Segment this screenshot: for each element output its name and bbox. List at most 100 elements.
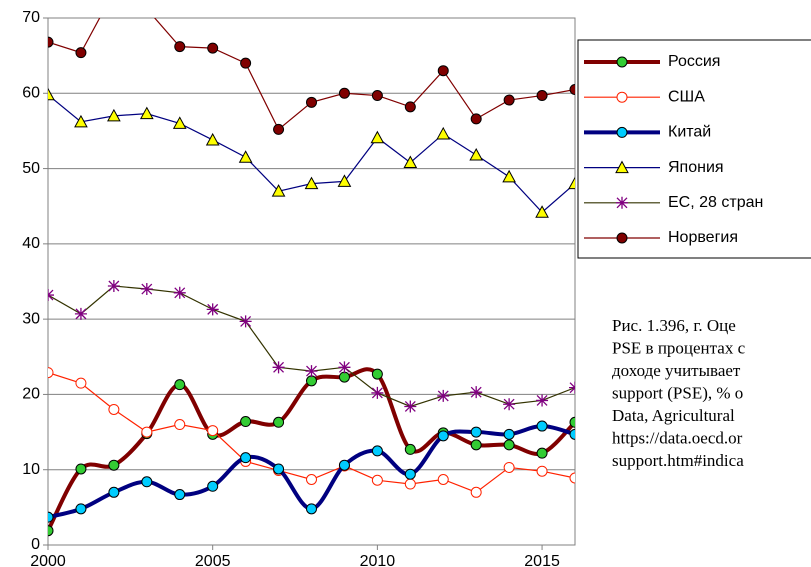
marker: [536, 394, 549, 407]
marker: [306, 503, 317, 515]
caption-line: доходе учитывает: [612, 361, 741, 380]
marker: [207, 42, 219, 54]
marker: [437, 65, 449, 77]
marker: [569, 381, 575, 394]
marker: [470, 113, 482, 125]
x-tick-label: 2000: [30, 553, 66, 567]
marker: [536, 465, 548, 477]
marker: [503, 428, 515, 440]
y-tick-label: 10: [22, 461, 40, 478]
marker: [306, 474, 317, 486]
marker: [371, 90, 383, 102]
marker: [108, 403, 120, 415]
marker: [470, 486, 482, 498]
caption-line: https://data.oecd.or: [612, 428, 743, 447]
marker: [108, 486, 120, 498]
marker: [371, 386, 384, 399]
marker: [240, 452, 252, 464]
marker: [535, 205, 549, 218]
marker: [141, 476, 153, 488]
marker: [536, 420, 548, 432]
marker: [536, 90, 548, 102]
marker: [569, 472, 575, 484]
marker: [140, 283, 153, 296]
marker: [470, 439, 482, 451]
marker: [404, 468, 416, 480]
marker: [271, 184, 286, 197]
marker: [338, 361, 351, 374]
marker: [569, 84, 575, 96]
marker: [174, 419, 186, 431]
marker: [371, 474, 383, 486]
marker: [205, 132, 220, 146]
legend-label: Норвегия: [668, 229, 738, 246]
caption-line: support.htm#indica: [612, 451, 744, 470]
marker: [75, 377, 87, 389]
marker: [273, 463, 285, 475]
marker: [48, 525, 54, 537]
caption-line: Data, Agricultural: [612, 406, 735, 425]
x-tick-label: 2005: [195, 553, 231, 567]
marker: [469, 147, 484, 161]
marker: [371, 368, 383, 380]
marker: [371, 445, 383, 457]
y-tick-label: 60: [22, 85, 40, 102]
marker: [615, 160, 629, 174]
marker: [240, 57, 252, 69]
marker: [139, 106, 154, 120]
marker: [306, 375, 317, 387]
marker: [306, 96, 317, 108]
marker: [107, 280, 120, 293]
marker: [174, 379, 186, 391]
x-tick-label: 2010: [360, 553, 396, 567]
marker: [437, 389, 450, 402]
marker: [238, 150, 253, 163]
marker: [616, 126, 628, 138]
y-tick-label: 70: [22, 9, 40, 26]
marker: [536, 447, 548, 459]
marker: [240, 416, 252, 428]
marker: [141, 426, 153, 438]
marker: [470, 426, 482, 438]
marker: [437, 474, 449, 486]
legend-label: Япония: [668, 159, 724, 176]
marker: [370, 130, 385, 144]
y-tick-label: 50: [22, 160, 40, 177]
marker: [48, 87, 55, 101]
marker: [305, 365, 318, 378]
marker: [338, 87, 350, 99]
marker: [173, 286, 186, 299]
y-tick-label: 20: [22, 386, 40, 403]
marker: [503, 439, 515, 451]
marker: [404, 443, 416, 455]
caption-line: support (PSE), % o: [612, 383, 743, 402]
marker: [207, 425, 219, 437]
caption-line: PSE в процентах с: [612, 338, 746, 357]
legend-label: ЕС, 28 стран: [668, 194, 763, 211]
marker: [273, 123, 285, 135]
marker: [503, 94, 515, 106]
marker: [403, 155, 418, 169]
marker: [272, 361, 285, 374]
marker: [239, 315, 252, 328]
marker: [75, 503, 87, 515]
marker: [174, 489, 186, 501]
marker: [616, 91, 628, 103]
marker: [48, 367, 54, 379]
marker: [404, 478, 416, 490]
legend: [577, 39, 811, 259]
marker: [437, 430, 449, 442]
marker: [503, 398, 516, 411]
marker: [74, 307, 87, 320]
marker: [616, 232, 628, 244]
marker: [404, 101, 416, 113]
marker: [48, 289, 54, 302]
marker: [75, 47, 87, 59]
y-tick-label: 40: [22, 235, 40, 252]
marker: [206, 303, 219, 316]
caption-line: Рис. 1.396, г. Оце: [612, 316, 736, 335]
marker: [569, 416, 575, 428]
marker: [174, 41, 186, 53]
